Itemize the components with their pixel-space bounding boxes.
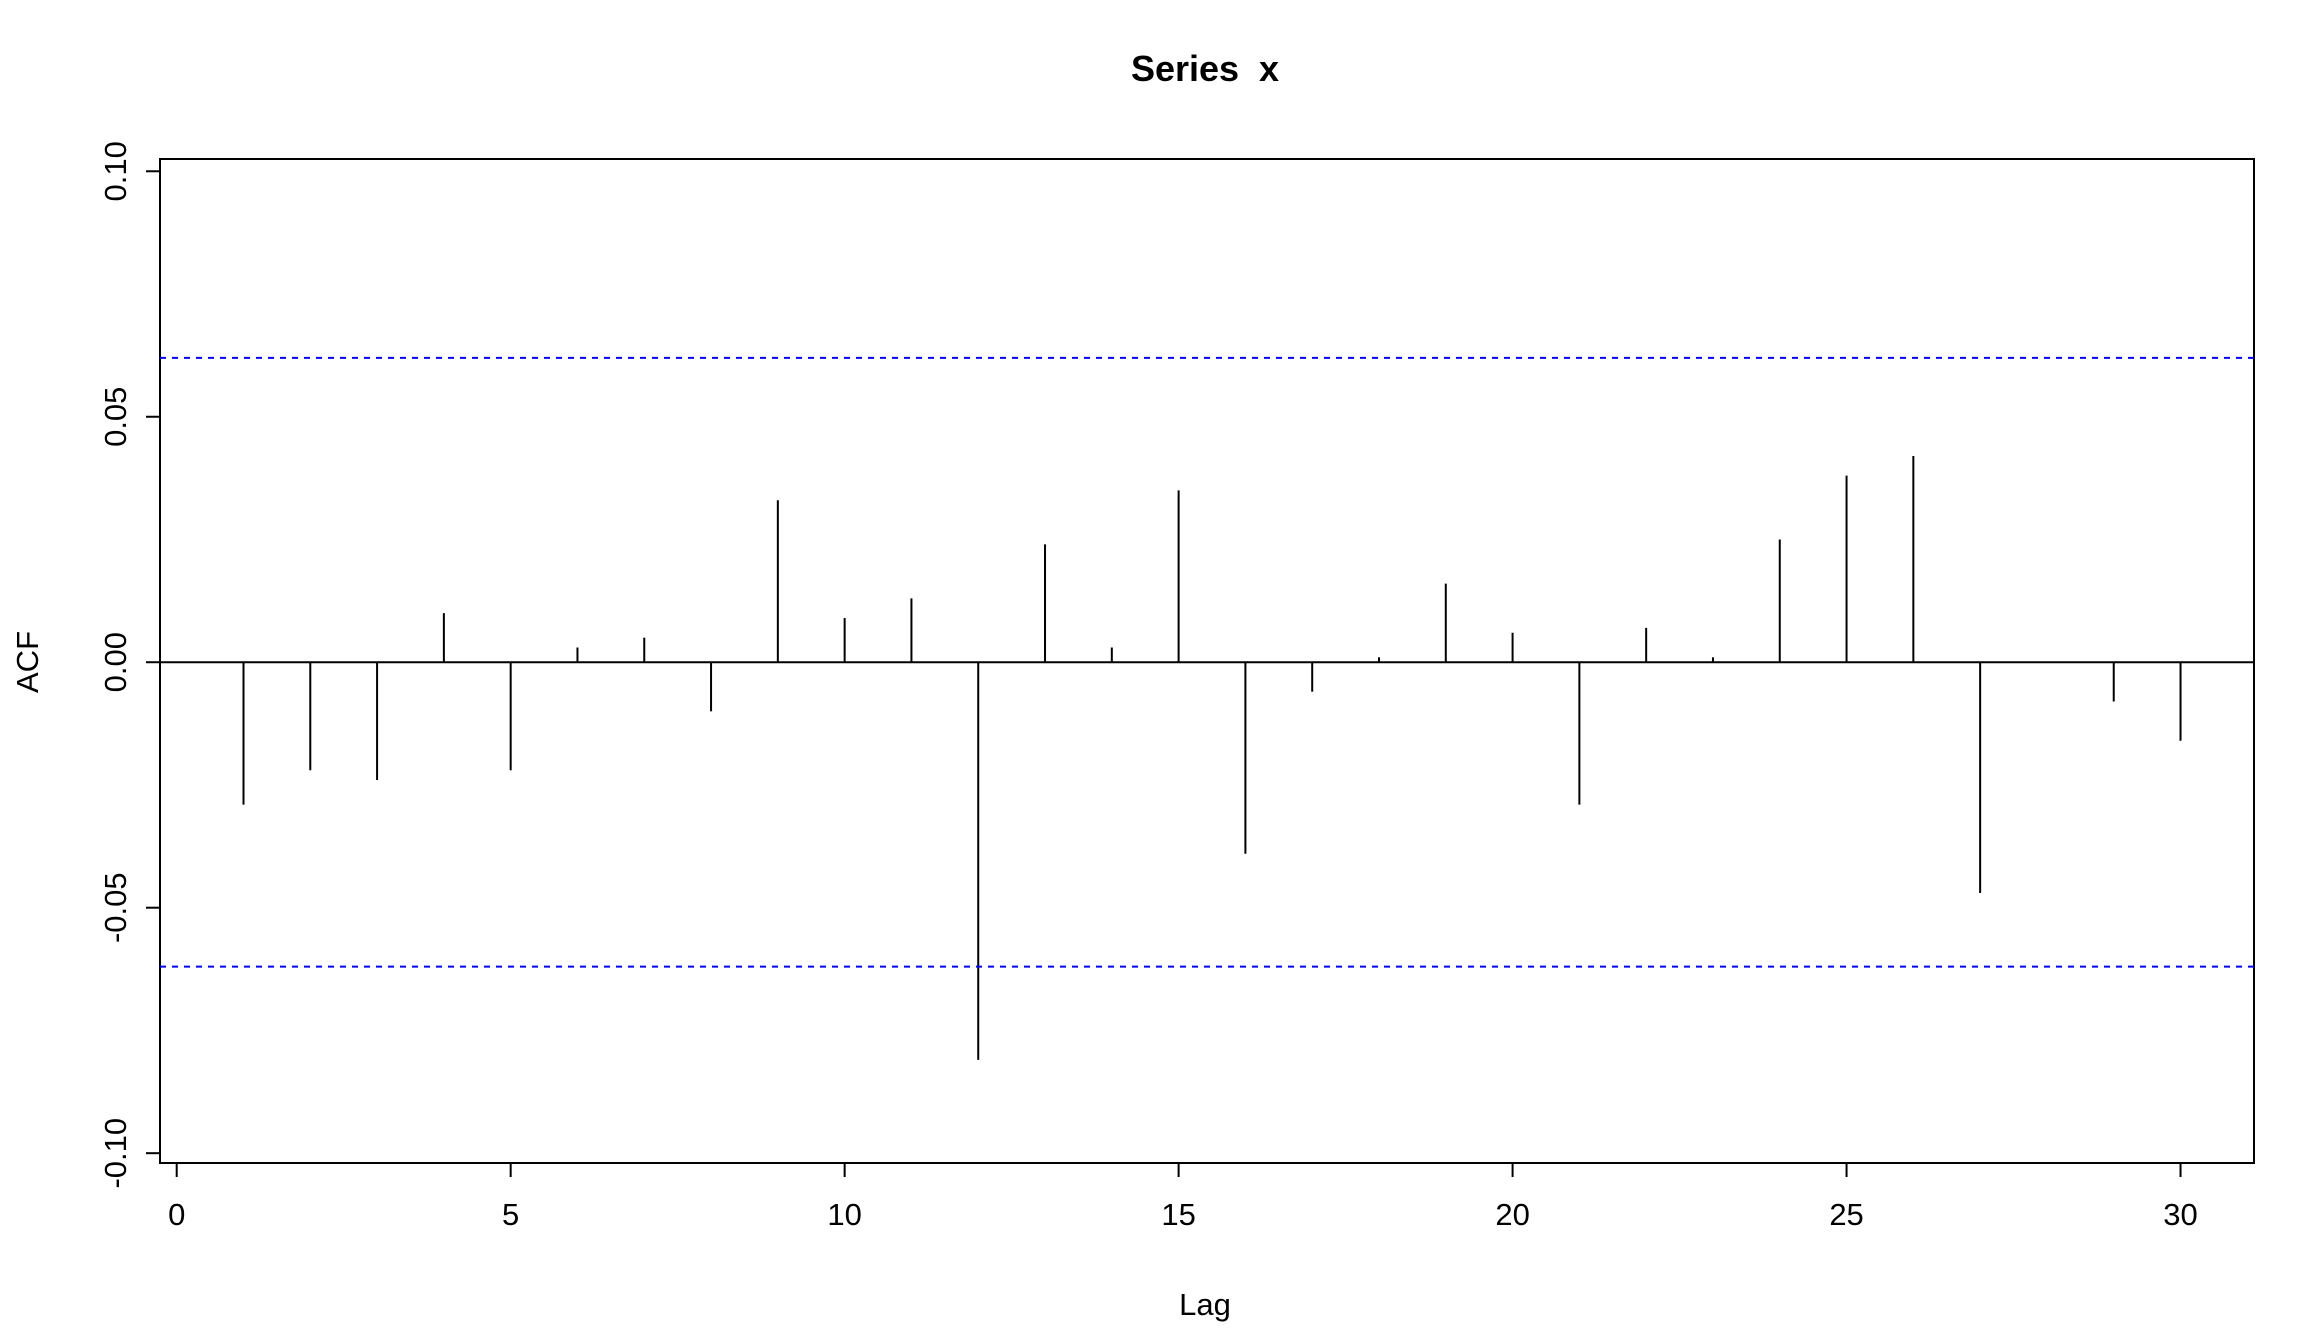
y-tick-label: 0.10 bbox=[98, 141, 133, 201]
y-tick-label: 0.00 bbox=[98, 632, 133, 692]
x-tick-label: 5 bbox=[502, 1197, 519, 1232]
y-axis: -0.10 -0.05 0.00 0.05 0.10 bbox=[98, 141, 161, 1189]
plot-frame bbox=[159, 158, 2255, 1164]
x-tick-label: 30 bbox=[2163, 1197, 2197, 1232]
x-tick-label: 10 bbox=[827, 1197, 861, 1232]
x-tick-label: 25 bbox=[1829, 1197, 1863, 1232]
confidence-lines bbox=[160, 356, 2254, 968]
y-tick-label: -0.05 bbox=[98, 872, 133, 943]
x-tick-label: 15 bbox=[1161, 1197, 1195, 1232]
x-axis-label: Lag bbox=[1179, 1287, 1231, 1322]
chart-title: Series x bbox=[1131, 48, 1279, 89]
acf-bars bbox=[242, 456, 2182, 1060]
y-tick-label: -0.10 bbox=[98, 1118, 133, 1189]
x-axis: 0 5 10 15 20 25 30 bbox=[168, 1162, 2198, 1232]
y-tick-label: 0.05 bbox=[98, 387, 133, 447]
y-axis-label: ACF bbox=[10, 631, 45, 693]
x-tick-label: 0 bbox=[168, 1197, 185, 1232]
x-tick-label: 20 bbox=[1495, 1197, 1529, 1232]
